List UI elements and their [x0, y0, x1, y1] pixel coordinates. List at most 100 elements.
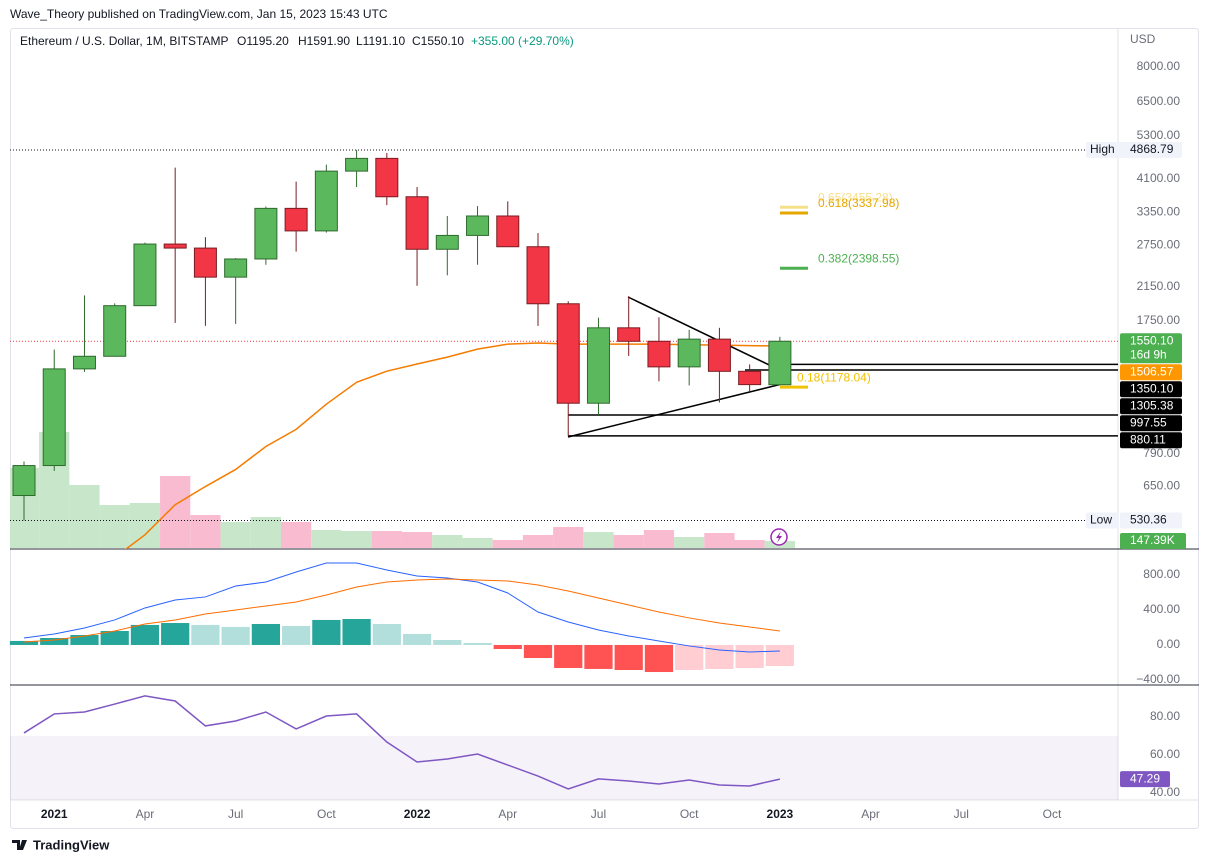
macd-histogram-bar — [342, 618, 371, 645]
mark-value-box — [1120, 512, 1182, 529]
candle-body — [526, 246, 550, 305]
macd-macd-line — [23, 562, 780, 653]
y-tick-label: 2750.00 — [1137, 238, 1181, 252]
trend-line — [627, 296, 791, 376]
candle-body — [647, 340, 671, 368]
frame — [10, 28, 1199, 829]
volume-bar — [492, 540, 523, 548]
price-tag-label: 997.55 — [1130, 415, 1167, 429]
rsi-band — [10, 735, 1118, 800]
price-tag — [1120, 381, 1182, 398]
x-tick-label: Oct — [1043, 807, 1062, 821]
candle-body — [738, 370, 762, 386]
rsi-tick-label: 60.00 — [1150, 747, 1180, 761]
candle-body — [496, 215, 520, 248]
macd-histogram-bar — [493, 644, 522, 650]
trend-line — [567, 381, 791, 438]
x-tick-label: 2021 — [41, 807, 68, 821]
rsi-tag-label: 47.29 — [1130, 771, 1160, 785]
y-tick-label: 6500.00 — [1137, 94, 1181, 108]
volume-bar — [674, 537, 705, 548]
x-tick-label: 2022 — [404, 807, 431, 821]
price-tag-sub: 16d 9h — [1130, 347, 1167, 361]
volume-bar — [401, 532, 433, 548]
macd-histogram-bar — [130, 624, 160, 645]
y-tick-label: 650.00 — [1143, 479, 1180, 493]
candle-body — [314, 170, 338, 232]
rsi-line — [23, 695, 781, 790]
macd-histogram-bar — [40, 637, 69, 645]
volume-bar — [432, 535, 463, 548]
candle-body — [133, 243, 157, 307]
macd-tick-label: −400.00 — [1136, 672, 1180, 686]
macd-histogram-bar — [100, 630, 129, 645]
legend-high: H1591.90 — [298, 34, 350, 48]
candle-body — [224, 258, 248, 278]
macd-histogram-bar — [735, 644, 764, 668]
mark-name-box — [1086, 512, 1119, 529]
y-tick-label: 2150.00 — [1137, 279, 1181, 293]
volume-bar — [99, 505, 130, 548]
logo: TradingView — [12, 837, 110, 852]
volume-bar — [583, 532, 614, 548]
candle-body — [12, 465, 36, 497]
volume-bar — [220, 522, 251, 548]
macd-histogram-bar — [312, 619, 341, 645]
macd-histogram-bar — [191, 624, 220, 645]
candle-body — [677, 338, 701, 368]
volume-bar — [341, 531, 372, 548]
volume-bar — [522, 535, 554, 548]
price-tag-label: 1350.10 — [1130, 381, 1174, 395]
rsi-tick-label: 80.00 — [1150, 709, 1180, 723]
macd-histogram-bar — [372, 623, 401, 645]
volume-bar — [69, 485, 100, 548]
volume-bar — [160, 476, 191, 548]
macd-histogram-bar — [70, 635, 99, 645]
candle-body — [193, 247, 217, 278]
macd-histogram-bar — [221, 626, 250, 645]
candle-body — [707, 338, 731, 372]
fib-label: 0.382(2398.55) — [818, 251, 899, 265]
x-tick-label: Apr — [498, 807, 517, 821]
footer: TradingView — [33, 837, 110, 852]
macd-histogram-bar — [554, 644, 583, 668]
candle-body — [586, 327, 610, 404]
mark-value: 4868.79 — [1130, 142, 1174, 156]
x-tick-label: Jul — [591, 807, 606, 821]
mark-name-box — [1086, 141, 1126, 158]
x-tick-label: Apr — [136, 807, 155, 821]
lightning-icon[interactable] — [770, 528, 788, 546]
candle-body — [254, 207, 278, 260]
volume-bar — [190, 515, 221, 548]
y-tick-label: 790.00 — [1143, 446, 1180, 460]
volume-bar — [643, 530, 675, 548]
volume-bar — [734, 540, 765, 548]
x-tick-label: Apr — [861, 807, 880, 821]
mark-name: High — [1090, 142, 1115, 156]
rsi-tag — [1120, 771, 1170, 788]
macd-histogram-bar — [9, 640, 39, 645]
candle-body — [405, 196, 429, 250]
macd-histogram-bar — [282, 625, 311, 645]
candle-body — [103, 305, 127, 357]
header: Wave_Theory published on TradingView.com… — [10, 7, 388, 21]
legend-change: +355.00 (+29.70%) — [471, 34, 574, 48]
macd-histogram-bar — [161, 623, 190, 645]
price-tag-label: 1550.10 — [1130, 333, 1174, 347]
macd-histogram-bar — [705, 644, 734, 669]
macd-histogram-bar — [402, 633, 432, 645]
price-tag — [1120, 432, 1182, 449]
candle-body — [42, 368, 66, 467]
macd-histogram-bar — [765, 644, 794, 666]
x-tick-label: Jul — [228, 807, 243, 821]
mark-name: Low — [1090, 513, 1112, 527]
macd-tick-label: 400.00 — [1143, 602, 1180, 616]
volume-bar — [129, 503, 161, 548]
candle-body — [375, 157, 399, 198]
volume-bar — [311, 530, 342, 548]
x-tick-label: Oct — [317, 807, 336, 821]
macd-histogram-bar — [614, 644, 643, 671]
candle-body — [617, 327, 641, 342]
candle-body — [768, 340, 792, 386]
